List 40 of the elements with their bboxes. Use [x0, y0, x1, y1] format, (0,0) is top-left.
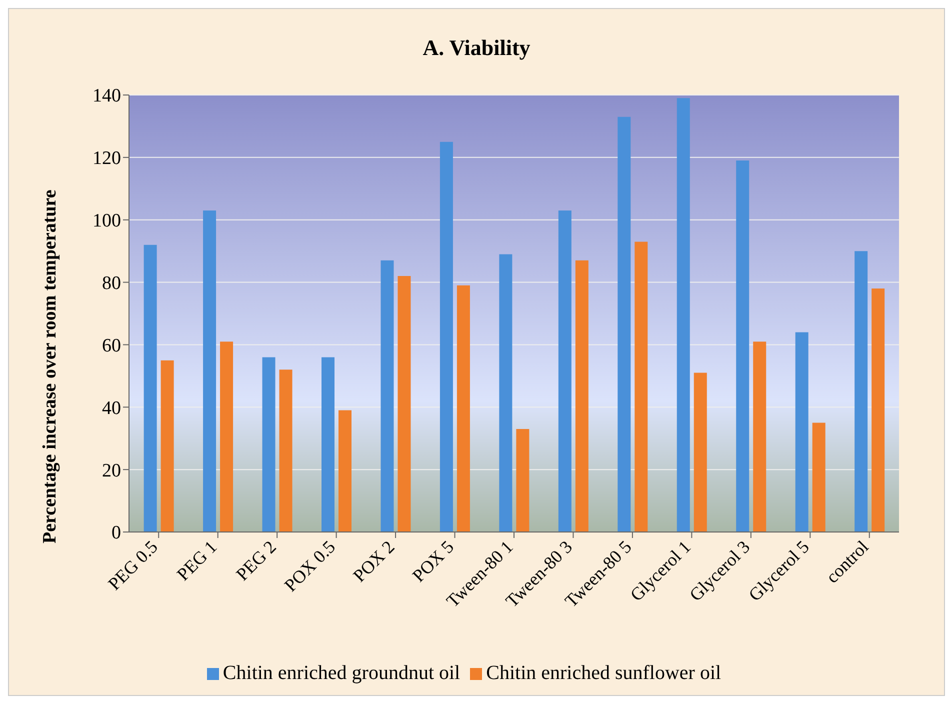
bar [220, 342, 234, 532]
y-tick-label: 60 [102, 335, 121, 356]
bar [575, 260, 588, 532]
y-tick-label: 120 [92, 148, 121, 170]
bar [736, 160, 750, 532]
bar [398, 276, 411, 532]
bar [262, 357, 276, 532]
bar [676, 98, 690, 532]
bar [618, 116, 631, 532]
y-tick-label: 100 [92, 210, 121, 232]
y-tick-label: 140 [92, 86, 121, 107]
bar [440, 142, 453, 532]
bar [160, 360, 174, 532]
bar [558, 210, 572, 532]
y-axis-title: Percentage increase over room temperature [40, 190, 61, 544]
bar [516, 428, 530, 532]
bar [854, 251, 868, 532]
bar [203, 210, 216, 532]
y-tick-label: 40 [102, 398, 121, 419]
bar [872, 288, 885, 532]
legend-label: Chitin enriched sunflower oil [486, 662, 722, 684]
y-tick-label: 0 [112, 522, 121, 544]
bar [634, 242, 648, 532]
chart-title: A. Viability [422, 34, 532, 62]
bar [338, 410, 352, 532]
y-tick-label: 80 [102, 273, 121, 294]
bar [694, 372, 707, 532]
bar [279, 370, 292, 532]
bar [380, 260, 394, 532]
bar [795, 332, 808, 532]
bar [812, 422, 826, 532]
bar [456, 285, 470, 532]
bar [322, 357, 334, 532]
bar [144, 244, 157, 532]
y-tick-label: 20 [102, 460, 121, 482]
x-tick-label: PEG 2 [232, 536, 280, 584]
legend-label: Chitin enriched groundnut oil [222, 662, 460, 684]
bar [753, 342, 766, 532]
x-tick-label: PEG 1 [172, 536, 221, 584]
bar [499, 254, 512, 532]
